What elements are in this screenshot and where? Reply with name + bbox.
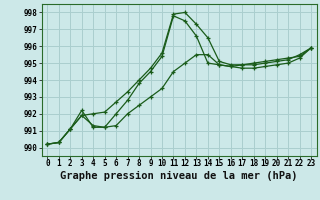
X-axis label: Graphe pression niveau de la mer (hPa): Graphe pression niveau de la mer (hPa): [60, 171, 298, 181]
